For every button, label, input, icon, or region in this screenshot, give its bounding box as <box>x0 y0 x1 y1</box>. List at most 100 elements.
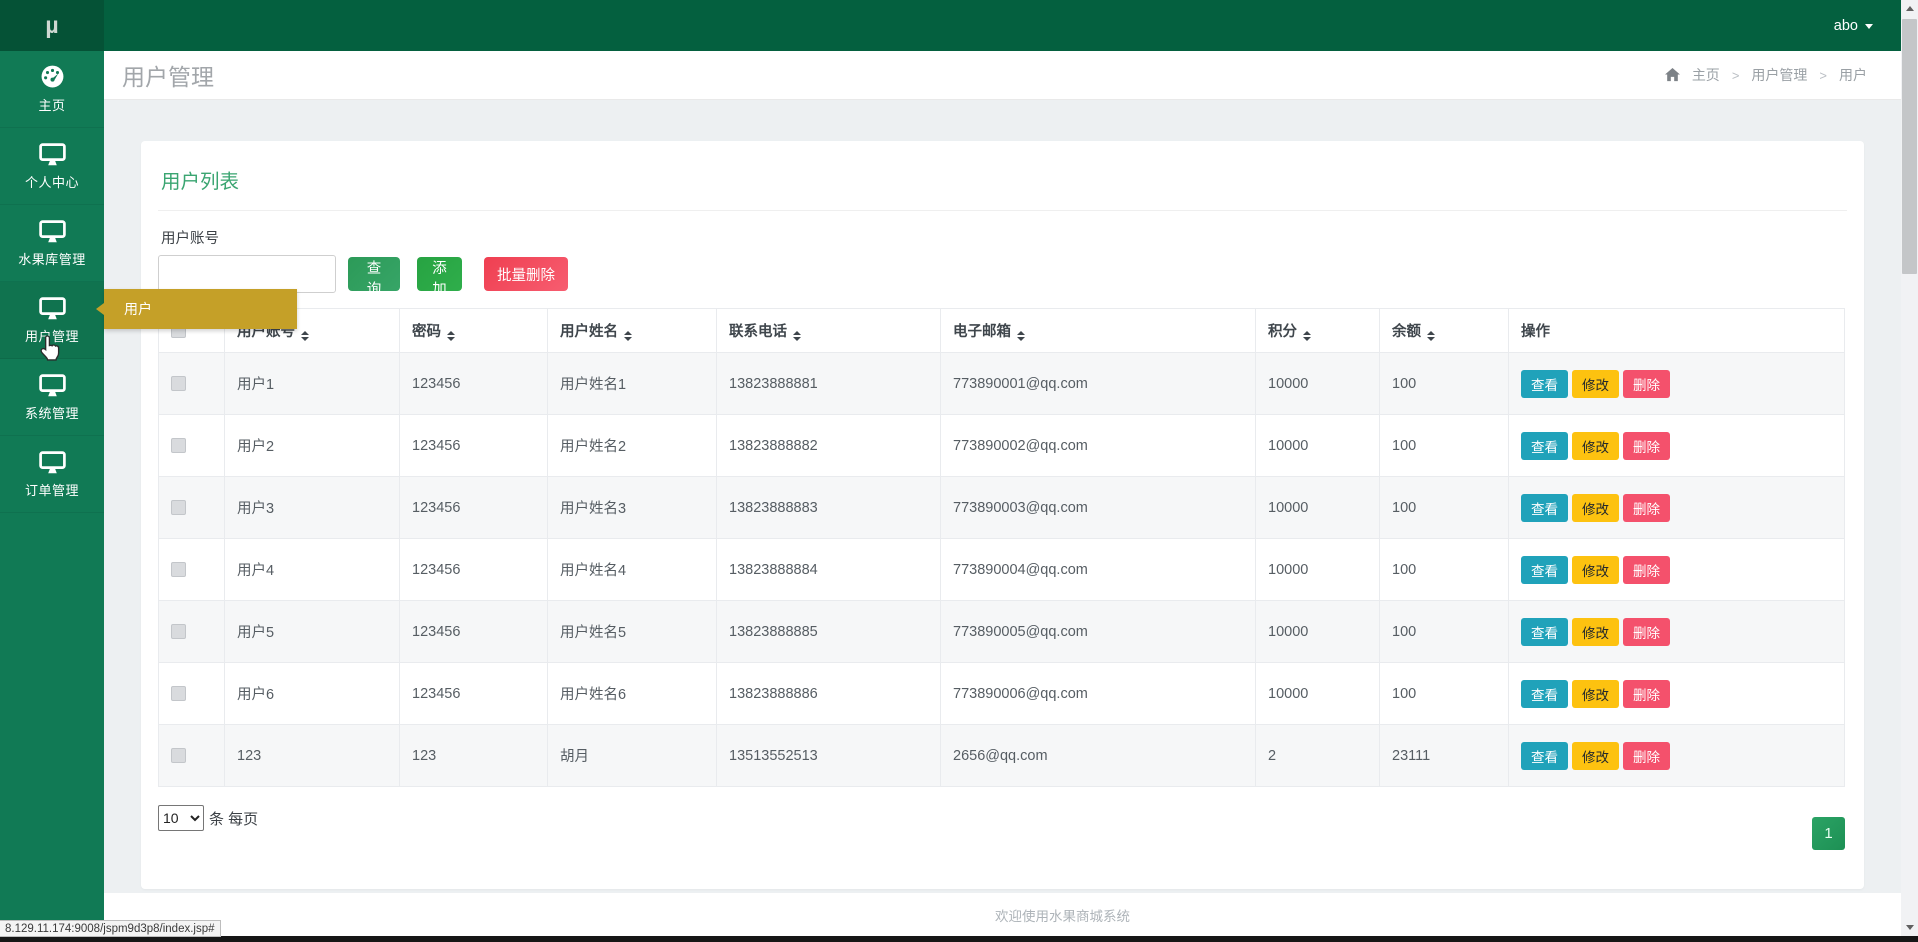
table-cell: 用户3 <box>224 476 400 539</box>
table-row: 用户1 123456 用户姓名1 13823888881 773890001@qq.co… <box>158 352 1845 415</box>
row-checkbox[interactable] <box>171 562 186 578</box>
column-header[interactable]: 余额 <box>1379 308 1509 353</box>
row-checkbox-cell <box>158 600 225 663</box>
user-menu-dropdown[interactable]: abo <box>1834 0 1873 51</box>
row-checkbox[interactable] <box>171 624 186 640</box>
user-table: 用户账号 密码 用户姓名 联系电话 电子邮箱 积分 余额 操作 用户1 123456 用户姓名1 1… <box>158 308 1845 787</box>
sort-icon[interactable] <box>447 331 455 341</box>
sort-icon[interactable] <box>793 331 801 341</box>
monitor-icon <box>38 142 66 166</box>
delete-button[interactable]: 删除 <box>1623 493 1670 522</box>
edit-button[interactable]: 修改 <box>1572 555 1619 584</box>
sort-icon[interactable] <box>624 331 632 341</box>
row-actions: 查看 修改 删除 <box>1521 741 1832 770</box>
row-actions-cell: 查看 修改 删除 <box>1508 476 1845 539</box>
edit-button[interactable]: 修改 <box>1572 493 1619 522</box>
delete-button[interactable]: 删除 <box>1623 369 1670 398</box>
sidebar-item-home[interactable]: 主页 <box>0 51 104 128</box>
sort-icon[interactable] <box>1017 331 1025 341</box>
add-button[interactable]: 添加 <box>417 257 462 298</box>
table-cell: 10000 <box>1255 600 1380 663</box>
sort-icon[interactable] <box>301 331 309 341</box>
row-actions: 查看 修改 删除 <box>1521 493 1832 522</box>
row-checkbox[interactable] <box>171 438 186 454</box>
flyout-arrow-icon <box>96 303 104 315</box>
delete-button[interactable]: 删除 <box>1623 741 1670 770</box>
table-cell: 用户姓名6 <box>547 662 717 725</box>
vertical-scrollbar[interactable] <box>1901 0 1918 936</box>
view-button[interactable]: 查看 <box>1521 555 1568 584</box>
query-button[interactable]: 查询 <box>348 257 400 298</box>
table-cell: 2656@qq.com <box>940 724 1256 787</box>
scrollbar-thumb[interactable] <box>1902 19 1917 274</box>
view-button[interactable]: 查看 <box>1521 369 1568 398</box>
app-logo[interactable]: µ <box>0 0 104 51</box>
view-button[interactable]: 查看 <box>1521 617 1568 646</box>
sidebar-item-system[interactable]: 系统管理 <box>0 359 104 436</box>
sort-icon[interactable] <box>1303 331 1311 341</box>
search-label: 用户账号 <box>161 231 219 247</box>
row-checkbox[interactable] <box>171 748 186 764</box>
view-button[interactable]: 查看 <box>1521 741 1568 770</box>
table-cell: 23111 <box>1379 724 1509 787</box>
view-button[interactable]: 查看 <box>1521 679 1568 708</box>
sort-up-arrow <box>1427 331 1435 335</box>
delete-button[interactable]: 删除 <box>1623 555 1670 584</box>
sort-up-arrow <box>1017 331 1025 335</box>
scroll-down-button[interactable] <box>1901 919 1918 936</box>
table-cell: 773890004@qq.com <box>940 538 1256 601</box>
row-actions-cell: 查看 修改 删除 <box>1508 352 1845 415</box>
batch-delete-button[interactable]: 批量删除 <box>484 257 568 291</box>
page-number-button[interactable]: 1 <box>1812 817 1845 850</box>
column-header-label: 余额 <box>1392 324 1421 340</box>
edit-button[interactable]: 修改 <box>1572 679 1619 708</box>
monitor-icon <box>38 219 66 243</box>
column-header[interactable]: 电子邮箱 <box>940 308 1256 353</box>
table-row: 用户3 123456 用户姓名3 13823888883 773890003@qq.co… <box>158 476 1845 539</box>
table-cell: 123456 <box>399 538 548 601</box>
view-button[interactable]: 查看 <box>1521 493 1568 522</box>
table-cell: 100 <box>1379 476 1509 539</box>
breadcrumb-item[interactable]: 用户 <box>1839 67 1867 83</box>
sidebar-item-users[interactable]: 用户管理 <box>0 282 104 359</box>
table-cell: 用户4 <box>224 538 400 601</box>
edit-button[interactable]: 修改 <box>1572 741 1619 770</box>
sidebar-item-orders[interactable]: 订单管理 <box>0 436 104 513</box>
delete-button[interactable]: 删除 <box>1623 617 1670 646</box>
scroll-up-button[interactable] <box>1901 0 1918 17</box>
row-checkbox[interactable] <box>171 686 186 702</box>
table-cell: 13513552513 <box>716 724 941 787</box>
table-cell: 100 <box>1379 352 1509 415</box>
breadcrumb-item[interactable]: 用户管理 <box>1751 67 1808 83</box>
delete-button[interactable]: 删除 <box>1623 679 1670 708</box>
sidebar-item-fruit[interactable]: 水果库管理 <box>0 205 104 282</box>
search-input[interactable] <box>158 255 336 293</box>
flyout-item-label: 用户 <box>124 301 152 317</box>
view-button[interactable]: 查看 <box>1521 431 1568 460</box>
page-size-select[interactable]: 10 <box>158 805 204 831</box>
row-checkbox[interactable] <box>171 500 186 516</box>
row-checkbox-cell <box>158 414 225 477</box>
row-checkbox[interactable] <box>171 376 186 392</box>
sort-icon[interactable] <box>1427 331 1435 341</box>
monitor-icon <box>38 296 66 320</box>
breadcrumb-item[interactable]: 主页 <box>1691 67 1720 83</box>
submenu-flyout-users[interactable]: 用户 <box>96 289 297 329</box>
breadcrumb-separator: > <box>1731 67 1740 83</box>
column-header-label: 电子邮箱 <box>953 324 1011 340</box>
row-actions-cell: 查看 修改 删除 <box>1508 724 1845 787</box>
table-cell: 773890003@qq.com <box>940 476 1256 539</box>
sidebar-item-profile[interactable]: 个人中心 <box>0 128 104 205</box>
table-cell: 10000 <box>1255 476 1380 539</box>
column-header[interactable]: 联系电话 <box>716 308 941 353</box>
column-header-label: 用户姓名 <box>560 324 618 340</box>
edit-button[interactable]: 修改 <box>1572 431 1619 460</box>
browser-status-bar: 8.129.11.174:9008/jspm9d3p8/index.jsp# <box>0 920 221 937</box>
edit-button[interactable]: 修改 <box>1572 617 1619 646</box>
delete-button[interactable]: 删除 <box>1623 431 1670 460</box>
column-header[interactable]: 积分 <box>1255 308 1380 353</box>
edit-button[interactable]: 修改 <box>1572 369 1619 398</box>
column-header[interactable]: 用户姓名 <box>547 308 717 353</box>
table-cell: 100 <box>1379 414 1509 477</box>
column-header[interactable]: 密码 <box>399 308 548 353</box>
